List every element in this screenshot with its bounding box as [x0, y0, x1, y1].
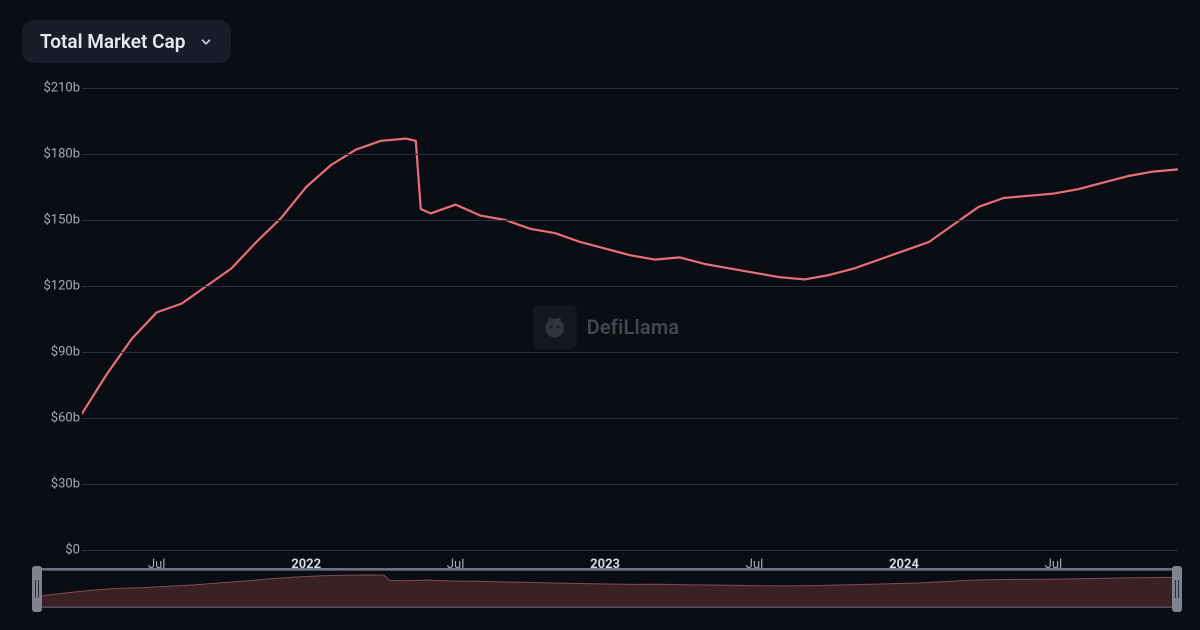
- line-series: [82, 139, 1178, 414]
- gridline: [82, 154, 1178, 155]
- y-axis-label: $180b: [34, 147, 80, 162]
- gridline: [82, 352, 1178, 353]
- brush-track[interactable]: [36, 570, 1178, 608]
- y-axis-label: $150b: [34, 213, 80, 228]
- metric-dropdown[interactable]: Total Market Cap: [22, 20, 231, 63]
- gridline: [82, 286, 1178, 287]
- time-range-brush[interactable]: [36, 566, 1178, 612]
- gridline: [82, 418, 1178, 419]
- brush-handle-left[interactable]: [32, 566, 42, 612]
- gridline: [82, 484, 1178, 485]
- y-axis-label: $120b: [34, 279, 80, 294]
- brush-handle-right[interactable]: [1172, 566, 1182, 612]
- gridline: [82, 88, 1178, 89]
- gridline: [82, 220, 1178, 221]
- y-axis-label: $30b: [34, 477, 80, 492]
- y-axis-label: $210b: [34, 81, 80, 96]
- metric-dropdown-label: Total Market Cap: [40, 30, 185, 53]
- y-axis-label: $90b: [34, 345, 80, 360]
- chevron-down-icon: [199, 35, 213, 49]
- y-axis-label: $60b: [34, 411, 80, 426]
- y-axis-label: $0: [34, 543, 80, 558]
- gridline: [82, 550, 1178, 551]
- chart-frame: Total Market Cap DefiLlama $0$30b$60b$90…: [0, 0, 1200, 630]
- chart-plot[interactable]: [82, 88, 1178, 550]
- brush-area: [37, 575, 1177, 607]
- chart-area: DefiLlama $0$30b$60b$90b$120b$150b$180b$…: [34, 88, 1178, 550]
